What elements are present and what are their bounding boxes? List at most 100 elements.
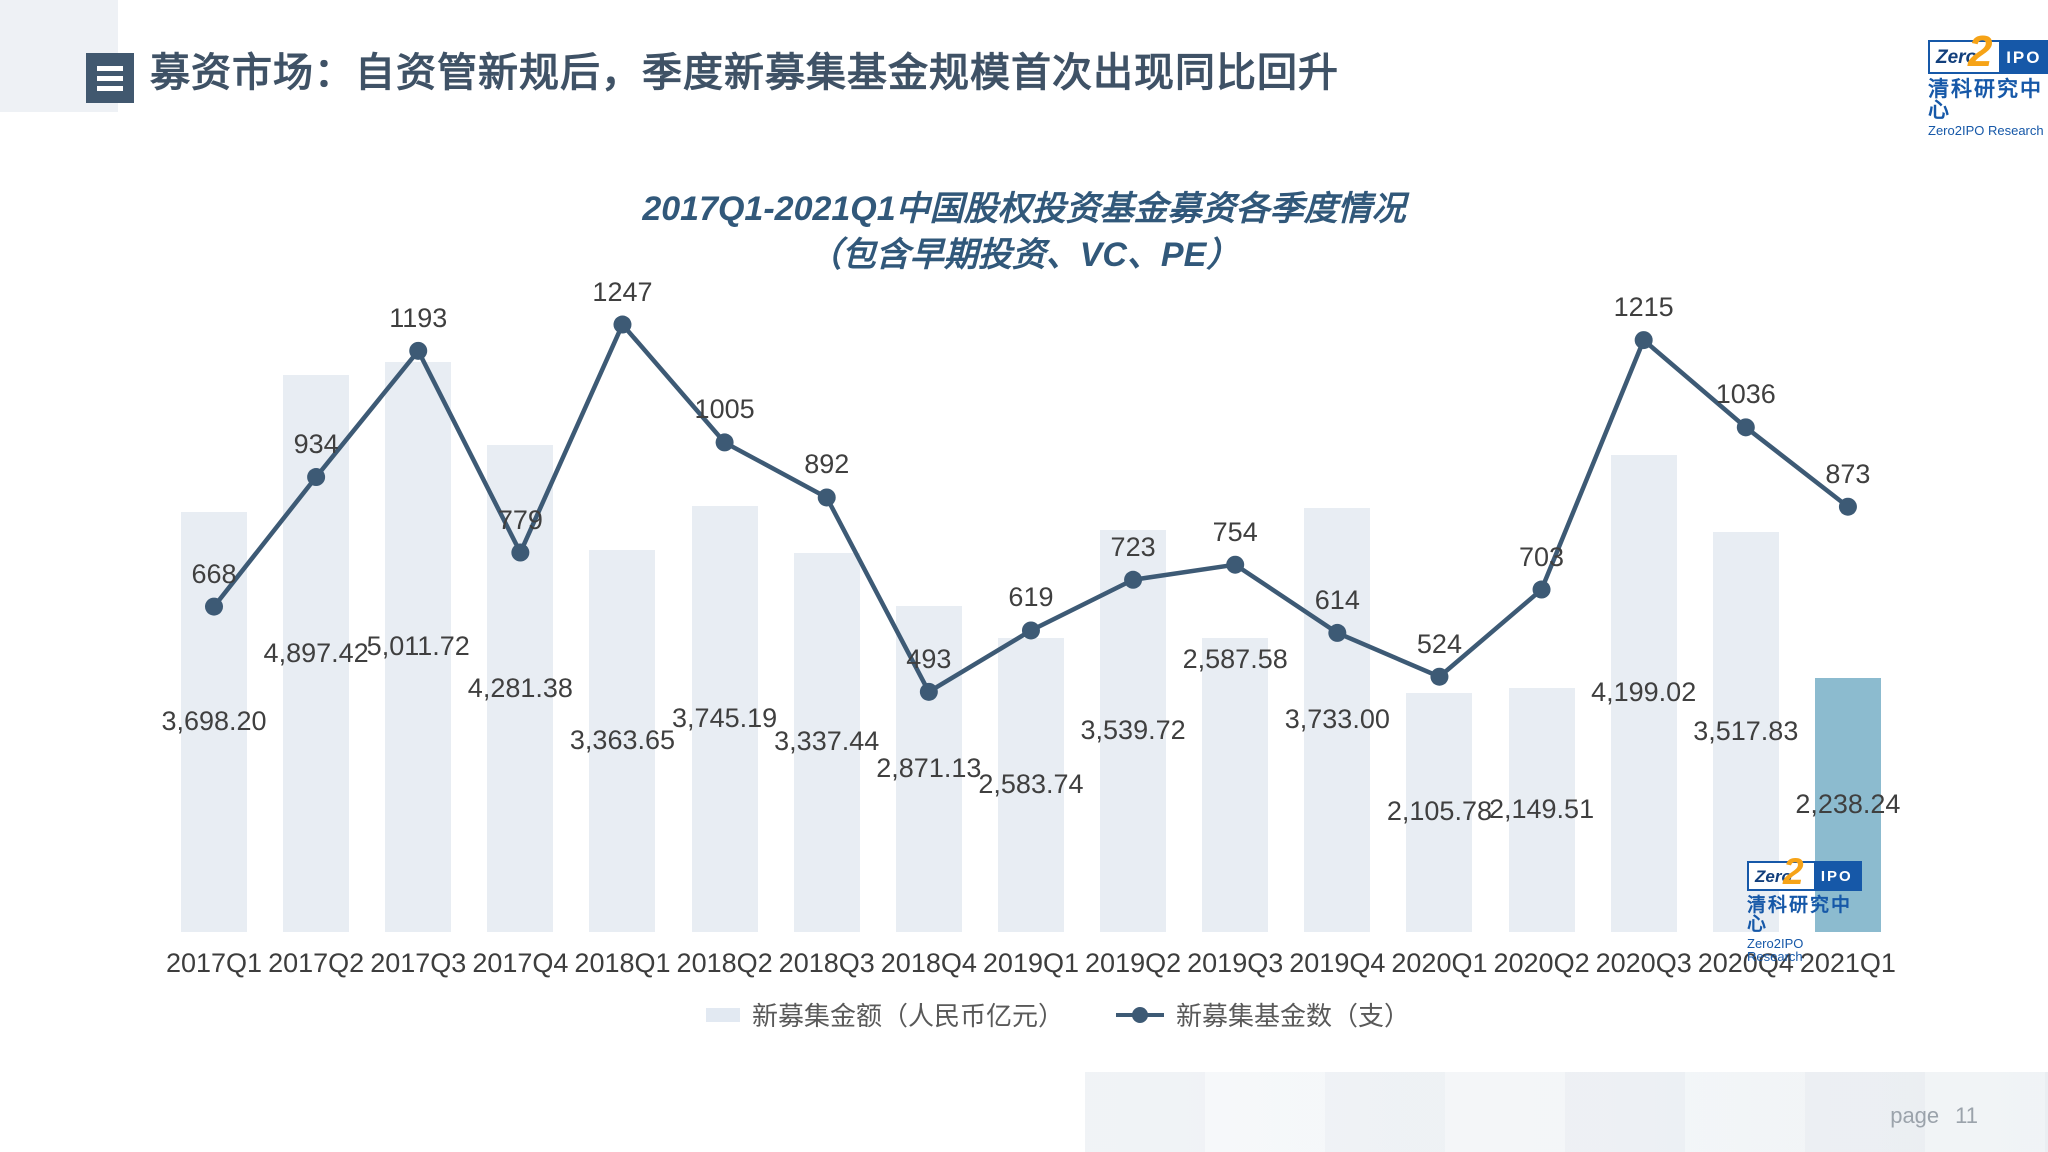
line-point-2018Q1 [613,315,632,334]
line-label-2020Q1: 524 [1416,628,1462,659]
bar-label-2021Q1: 2,238.24 [1795,788,1901,819]
line-label-2019Q2: 723 [1110,531,1156,562]
bar-label-2020Q4: 3,517.83 [1693,716,1799,747]
bar-2018Q1 [589,549,656,932]
line-label-2017Q3: 1193 [389,302,448,333]
zero2ipo-logo: Zero IPO 2 清科研究中心 Zero2IPO Research [1928,30,2048,138]
line-point-2017Q2 [307,468,326,487]
brand-name-cn: 清科研究中心 [1747,895,1853,935]
bar-2019Q4 [1304,507,1371,932]
brand-name-cn: 清科研究中心 [1928,78,2043,122]
line-label-2021Q1: 873 [1825,458,1871,489]
line-label-2018Q3: 892 [804,449,850,480]
x-axis-label-2019Q1: 2019Q1 [982,948,1079,978]
line-label-2020Q4: 1036 [1715,379,1776,410]
x-axis-label-2017Q2: 2017Q2 [268,948,365,978]
brand-name-en: Zero2IPO Research [1747,936,1804,964]
line-label-2018Q2: 1005 [694,394,755,425]
line-point-2021Q1 [1838,497,1857,516]
legend-line-marker [1116,1006,1165,1023]
bar-2020Q2 [1508,687,1575,932]
x-axis-label-2018Q1: 2018Q1 [574,948,671,978]
bar-label-2018Q2: 3,745.19 [672,703,778,734]
line-label-2017Q4: 779 [497,504,543,535]
bar-label-2018Q1: 3,363.65 [569,724,676,755]
bar-2018Q4 [895,605,962,932]
bar-2017Q4 [487,445,554,932]
page-number-value: 11 [1955,1103,1978,1128]
x-axis-label-2020Q3: 2020Q3 [1595,948,1692,978]
list-icon [86,53,134,103]
page-number: page 11 [1890,1103,1978,1129]
line-label-2020Q2: 703 [1519,541,1565,572]
chart-title: 2017Q1-2021Q1中国股权投资基金募资各季度情况 （包含早期投资、VC、… [224,186,1824,278]
line-label-2018Q1: 1247 [592,276,653,307]
line-point-2020Q4 [1736,418,1755,437]
bar-label-2018Q4: 2,871.13 [876,752,982,783]
x-axis-label-2019Q2: 2019Q2 [1085,948,1182,978]
line-point-2019Q3 [1226,555,1245,574]
line-point-2019Q2 [1124,570,1143,589]
bar-label-2017Q3: 5,011.72 [366,631,470,662]
line-point-2018Q2 [715,433,734,452]
chart-title-line1: 2017Q1-2021Q1中国股权投资基金募资各季度情况 [642,190,1406,228]
bar-2020Q1 [1406,692,1473,932]
logo-ipo-text: IPO [1813,863,1860,889]
chart-title-line2: （包含早期投资、VC、PE） [807,236,1241,274]
zero2ipo-logo-watermark: Zero IPO 2 清科研究中心 Zero2IPO Research [1747,853,1862,964]
line-point-2020Q1 [1430,667,1449,686]
x-axis-label-2020Q4: 2020Q4 [1697,948,1794,978]
bar-label-2018Q3: 3,337.44 [774,726,880,757]
line-point-2019Q1 [1021,621,1040,640]
bar-label-2020Q2: 2,149.51 [1488,793,1595,824]
line-label-2017Q1: 668 [191,558,237,589]
line-label-2017Q2: 934 [293,429,339,459]
logo-zero-text: Zero [1936,46,1978,68]
line-point-2017Q3 [409,341,428,360]
bar-label-2020Q3: 4,199.02 [1591,677,1697,708]
bar-2019Q1 [997,638,1064,932]
footer-decoration-band [1085,1072,2048,1152]
line-point-2020Q2 [1532,580,1551,599]
legend-bar-label: 新募集金额（人民币亿元） [752,1001,1065,1031]
x-axis-label-2019Q3: 2019Q3 [1187,948,1284,978]
legend-bar-swatch [706,1007,740,1022]
page-title: 募资市场：自资管新规后，季度新募集基金规模首次出现同比回升 [150,51,1339,95]
bar-label-2017Q2: 4,897.42 [263,637,369,668]
line-label-2019Q3: 754 [1212,516,1258,547]
line-label-2019Q1: 619 [1008,582,1054,613]
bar-label-2019Q3: 2,587.58 [1182,643,1288,674]
x-axis-label-2017Q1: 2017Q1 [165,948,263,978]
x-axis-label-2018Q2: 2018Q2 [676,948,773,978]
x-axis-label-2018Q3: 2018Q3 [778,948,875,978]
x-axis-label-2020Q2: 2020Q2 [1493,948,1590,978]
page-number-label: page [1890,1103,1940,1128]
bar-2018Q2 [691,506,758,932]
logo-two-text: 2 [1968,27,1993,76]
bar-2018Q3 [793,552,860,932]
x-axis-label-2019Q4: 2019Q4 [1289,948,1386,978]
legend-line-label: 新募集基金数（支） [1176,1001,1411,1031]
x-axis-label-2018Q4: 2018Q4 [880,948,977,978]
logo-zero-text: Zero [1755,866,1792,886]
x-axis-label-2017Q3: 2017Q3 [370,948,467,978]
line-label-2018Q4: 493 [906,643,952,674]
line-label-2020Q3: 1215 [1613,292,1674,323]
legend-item-amount: 新募集金额（人民币亿元） [706,996,1064,1033]
bar-label-2017Q1: 3,698.20 [161,705,267,736]
line-point-2020Q3 [1634,331,1653,350]
brand-name-en: Zero2IPO Research [1928,123,2044,138]
line-point-2019Q4 [1328,623,1347,642]
bar-2017Q3 [385,362,452,932]
logo-ipo-text: IPO [1999,42,2048,72]
line-point-2017Q4 [511,543,530,562]
bar-label-2017Q4: 4,281.38 [467,672,573,703]
bar-label-2020Q1: 2,105.78 [1386,796,1492,827]
bar-label-2019Q4: 3,733.00 [1284,703,1390,734]
line-point-2018Q3 [817,488,836,507]
bar-2020Q3 [1610,454,1677,932]
line-point-2018Q4 [919,682,938,701]
chart-legend: 新募集金额（人民币亿元） 新募集基金数（支） [706,996,1410,1033]
